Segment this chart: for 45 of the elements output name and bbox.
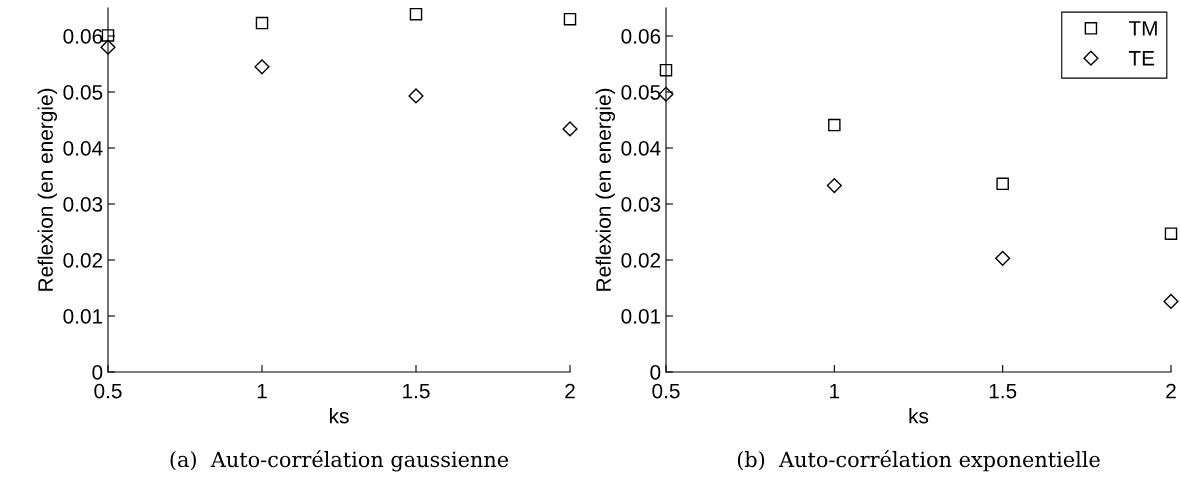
x-tick-label: 2 [1166, 383, 1176, 399]
legend-label: TE [1128, 51, 1155, 66]
y-axis-title: Reflexion (en energie) [595, 88, 616, 291]
x-tick-label: 1.5 [989, 383, 1017, 399]
x-tick-label: 0.5 [94, 383, 122, 399]
point [254, 59, 270, 75]
x-axis-title: ks [909, 408, 929, 424]
point [1163, 293, 1179, 310]
legend-label: TM [1128, 21, 1157, 36]
point [409, 7, 423, 21]
y-axis-title: Reflexion (en energie) [37, 88, 58, 291]
y-tick-label: 0.03 [63, 197, 103, 212]
x-tick-label: 1.5 [403, 383, 430, 399]
y-tick-label: 0.03 [621, 197, 661, 212]
y-tick-label: 0.06 [621, 29, 661, 44]
point [408, 88, 424, 104]
x-tick-label: 0.5 [652, 383, 680, 399]
y-tick-label: 0 [650, 365, 661, 380]
y-tick-label: 0.02 [63, 253, 103, 268]
point [828, 118, 841, 132]
y-tick-label: 0.06 [63, 29, 103, 44]
point [100, 39, 116, 55]
y-tick-label: 0 [92, 365, 103, 380]
point [255, 16, 269, 30]
point [995, 250, 1011, 266]
x-tick-label: 2 [565, 383, 575, 399]
y-tick-label: 0.02 [621, 253, 661, 268]
x-tick-label: 1 [257, 383, 267, 399]
point [101, 29, 115, 42]
x-axis-title: ks [329, 408, 349, 424]
y-tick-label: 0.05 [63, 85, 103, 100]
point [563, 12, 577, 26]
y-tick-label: 0.05 [621, 85, 661, 100]
text: (a) Auto-corrélation gaussienne [170, 450, 509, 472]
y-tick-label: 0.04 [63, 141, 103, 156]
point [562, 121, 578, 137]
point [659, 63, 673, 77]
y-tick-label: 0.01 [621, 309, 661, 324]
text: (b) Auto-corrélation exponentielle [737, 450, 1100, 472]
y-tick-label: 0.04 [621, 141, 661, 156]
point [1164, 227, 1178, 240]
y-tick-label: 0.01 [63, 309, 103, 324]
point [826, 177, 842, 194]
x-tick-label: 1 [830, 383, 840, 399]
point [996, 177, 1009, 191]
